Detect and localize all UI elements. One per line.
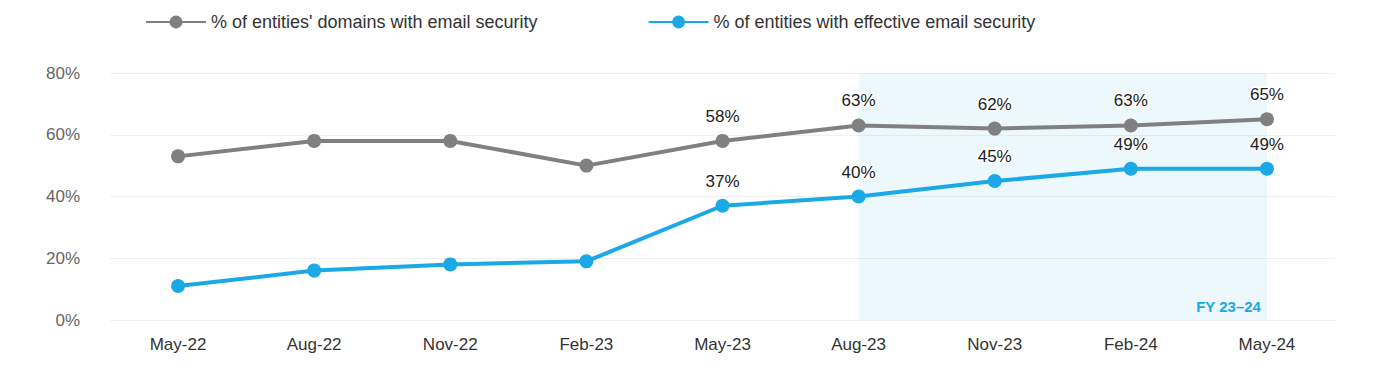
svg-text:49%: 49% (1250, 135, 1284, 154)
svg-text:40%: 40% (46, 187, 80, 206)
svg-text:65%: 65% (1250, 85, 1284, 104)
svg-text:58%: 58% (705, 107, 739, 126)
svg-text:49%: 49% (1114, 135, 1148, 154)
svg-text:0%: 0% (55, 311, 80, 330)
svg-text:Aug-22: Aug-22 (287, 335, 342, 354)
svg-text:80%: 80% (46, 64, 80, 83)
svg-text:May-22: May-22 (150, 335, 207, 354)
svg-text:37%: 37% (705, 172, 739, 191)
svg-text:63%: 63% (1114, 91, 1148, 110)
svg-text:Aug-23: Aug-23 (831, 335, 886, 354)
svg-text:FY 23–24: FY 23–24 (1196, 298, 1261, 315)
svg-text:May-23: May-23 (694, 335, 751, 354)
svg-text:Feb-23: Feb-23 (559, 335, 613, 354)
svg-text:63%: 63% (842, 91, 876, 110)
svg-text:May-24: May-24 (1239, 335, 1296, 354)
svg-text:% of entities' domains with em: % of entities' domains with email securi… (211, 12, 538, 32)
svg-text:Nov-22: Nov-22 (423, 335, 478, 354)
svg-text:60%: 60% (46, 125, 80, 144)
svg-text:45%: 45% (978, 147, 1012, 166)
svg-text:62%: 62% (978, 95, 1012, 114)
svg-text:20%: 20% (46, 249, 80, 268)
svg-text:Nov-23: Nov-23 (967, 335, 1022, 354)
svg-text:40%: 40% (842, 163, 876, 182)
svg-text:Feb-24: Feb-24 (1104, 335, 1158, 354)
svg-text:% of entities with effective e: % of entities with effective email secur… (714, 12, 1036, 32)
